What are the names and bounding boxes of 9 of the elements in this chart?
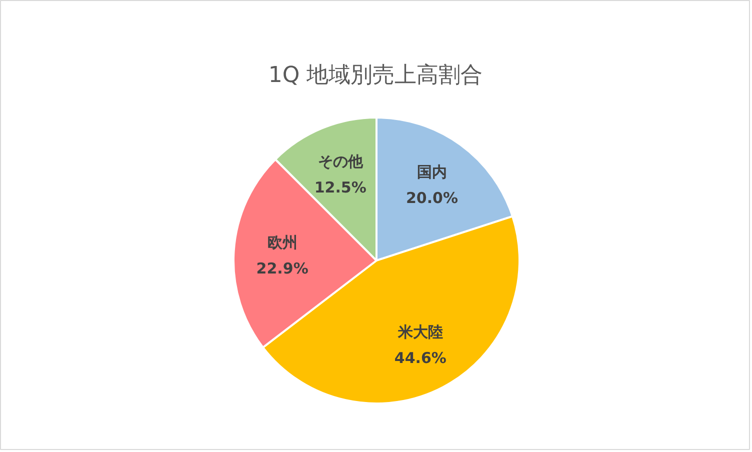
slice-label: その他 bbox=[318, 152, 364, 170]
slice-label: 米大陸 bbox=[396, 323, 443, 342]
slice-label: 欧州 bbox=[267, 233, 298, 252]
chart-title: 1Q 地域別売上高割合 bbox=[268, 63, 483, 88]
data-label: 12.5% bbox=[314, 178, 366, 196]
data-label: 22.9% bbox=[256, 259, 308, 278]
data-label: 20.0% bbox=[406, 189, 458, 208]
slice-label: 国内 bbox=[416, 163, 447, 182]
data-label: 44.6% bbox=[394, 349, 446, 368]
